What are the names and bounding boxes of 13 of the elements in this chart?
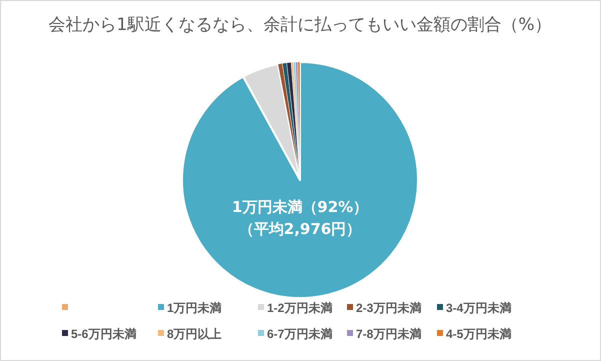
legend-label: 1-2万円未満 (267, 301, 332, 315)
legend-label: 1万円未満 (167, 301, 222, 315)
legend-label: 6-7万円未満 (267, 327, 332, 341)
legend-label: 8万円以上 (167, 327, 222, 341)
legend-label: 5-6万円未満 (71, 327, 136, 341)
legend-label: 7-8万円未満 (356, 327, 422, 341)
legend-label: 4-5万円未満 (446, 327, 512, 341)
text: 1万円未満（92%） (232, 198, 368, 216)
chart-title: 会社から1駅近くなるなら、余計に払ってもいい金額の割合（%） (48, 15, 552, 35)
legend-label: 2-3万円未満 (356, 301, 422, 315)
legend-label: 3-4万円未満 (446, 301, 512, 315)
text: （平均2,976円） (238, 220, 362, 238)
pie-slice (181, 61, 419, 299)
